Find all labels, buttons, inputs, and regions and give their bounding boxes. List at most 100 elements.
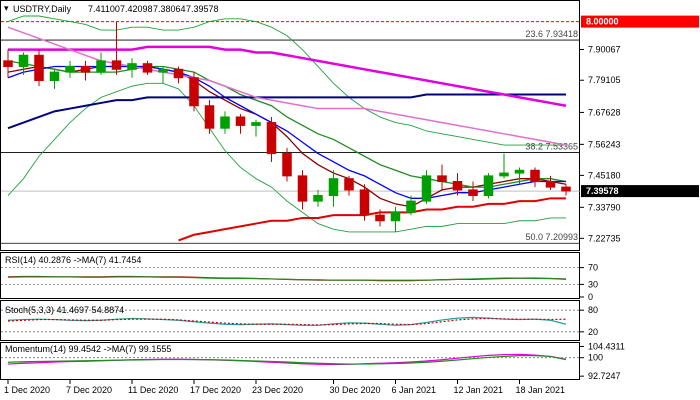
price-tick-label: 7.79105 bbox=[588, 75, 621, 85]
date-tick-label: 1 Dec 2020 bbox=[4, 385, 50, 395]
indicator-tick-label: 20 bbox=[588, 327, 598, 337]
date-tick-label: 17 Dec 2020 bbox=[190, 385, 241, 395]
header-open: 7.41100 bbox=[88, 4, 120, 14]
candle-body bbox=[561, 186, 571, 192]
header-symbol: USDTRY,Daily bbox=[13, 4, 72, 14]
momentum-panel-series bbox=[1, 353, 580, 366]
candle-body bbox=[452, 180, 463, 191]
indicator-tick-label: 80 bbox=[588, 305, 598, 315]
candle-body bbox=[251, 122, 261, 126]
candle bbox=[452, 173, 463, 196]
candle-body bbox=[328, 178, 339, 197]
candle bbox=[375, 209, 385, 227]
candle-body bbox=[96, 60, 106, 73]
date-tick-label: 12 Jan 2021 bbox=[454, 385, 504, 395]
moving-average-ma-fast bbox=[7, 65, 567, 208]
indicator-tick-label: 104.4311 bbox=[588, 341, 625, 351]
candle-body bbox=[220, 116, 230, 129]
indicator-series-main bbox=[7, 316, 567, 326]
candle-body bbox=[313, 195, 323, 202]
candle bbox=[468, 181, 478, 202]
candle-body bbox=[499, 172, 509, 177]
candle bbox=[220, 111, 230, 134]
candle bbox=[34, 49, 44, 87]
candle bbox=[111, 21, 122, 75]
candle bbox=[390, 206, 401, 232]
candle-body bbox=[359, 189, 370, 216]
moving-average-ma-magenta bbox=[8, 45, 567, 107]
candle-body bbox=[483, 175, 494, 197]
candle bbox=[18, 52, 29, 75]
stoch-title: Stoch(5,3,3) 41.4697 54.8874 bbox=[5, 305, 124, 315]
candle bbox=[49, 69, 60, 89]
candle bbox=[282, 147, 292, 182]
candle-body bbox=[235, 116, 246, 126]
header-arrow-icon: ▾ bbox=[4, 3, 9, 13]
moving-average-ma-pink bbox=[7, 26, 567, 146]
candle bbox=[158, 66, 168, 84]
date-tick-label: 6 Jan 2021 bbox=[392, 385, 437, 395]
candle-body bbox=[514, 169, 525, 174]
candle-body bbox=[142, 63, 153, 73]
rsi-panel-frame bbox=[0, 252, 580, 299]
date-tick-label: 23 Dec 2020 bbox=[252, 385, 303, 395]
momentum-panel-frame bbox=[0, 342, 580, 380]
price-tick-label: 7.90067 bbox=[588, 44, 621, 54]
candle-body bbox=[111, 60, 122, 70]
indicator-tick-label: 70 bbox=[588, 263, 598, 273]
candle-body bbox=[173, 68, 184, 79]
candle bbox=[313, 189, 323, 207]
fib-level-label: 23.6 7.93418 bbox=[525, 29, 578, 39]
candle-body bbox=[421, 175, 432, 202]
fib-level-label: 38.2 7.53365 bbox=[525, 141, 578, 151]
momentum-title: Momentum(14) 99.4542 ->MA(7) 99.1555 bbox=[5, 344, 171, 354]
header-low: 7.38064 bbox=[153, 4, 186, 14]
date-tick-label: 18 Jan 2021 bbox=[516, 385, 566, 395]
current-price-tag bbox=[581, 185, 699, 198]
candle bbox=[251, 119, 261, 137]
price-tick-label: 7.22735 bbox=[588, 233, 621, 243]
candle-body bbox=[189, 77, 199, 107]
candle bbox=[406, 195, 416, 216]
header-high: 7.42098 bbox=[120, 4, 153, 14]
candle bbox=[189, 72, 199, 112]
candle bbox=[530, 167, 540, 188]
price-tick-label: 7.45180 bbox=[588, 170, 621, 180]
price-tick-label: 7.33790 bbox=[588, 202, 621, 212]
candle-body bbox=[297, 175, 308, 202]
candle bbox=[297, 170, 308, 210]
price-tick-label: 7.67628 bbox=[588, 107, 621, 117]
candle bbox=[204, 100, 215, 134]
candle-body bbox=[204, 105, 215, 129]
price-tick-label: 7.56243 bbox=[588, 139, 621, 149]
fib-level-label: 50.0 7.20993 bbox=[525, 232, 578, 242]
candle-body bbox=[18, 54, 29, 67]
candle-body bbox=[3, 60, 13, 67]
header-close: 7.39578 bbox=[186, 4, 219, 14]
candle-body bbox=[49, 71, 60, 82]
candle-body bbox=[65, 65, 75, 73]
candle bbox=[173, 66, 184, 84]
moving-average-ma-navy bbox=[7, 93, 566, 130]
candle-body bbox=[158, 68, 168, 73]
candle-body bbox=[344, 178, 354, 191]
rsi-panel-series bbox=[1, 267, 580, 285]
price-panel-series bbox=[3, 21, 571, 242]
target-level-tag bbox=[581, 15, 699, 28]
price-panel-frame bbox=[0, 0, 580, 251]
current-price-label: 7.39578 bbox=[586, 186, 619, 196]
indicator-tick-label: 0 bbox=[588, 292, 593, 302]
candle bbox=[359, 184, 370, 221]
candle-body bbox=[406, 200, 416, 213]
indicator-series-signal bbox=[7, 276, 567, 281]
bollinger-band-upper bbox=[7, 15, 566, 146]
candle-body bbox=[127, 63, 137, 70]
candle bbox=[142, 60, 153, 75]
candle-body bbox=[80, 65, 91, 73]
candle bbox=[514, 167, 525, 185]
indicator-series-signal bbox=[7, 317, 567, 326]
candle-body bbox=[390, 211, 401, 222]
candle bbox=[344, 175, 354, 196]
candle bbox=[3, 49, 13, 78]
